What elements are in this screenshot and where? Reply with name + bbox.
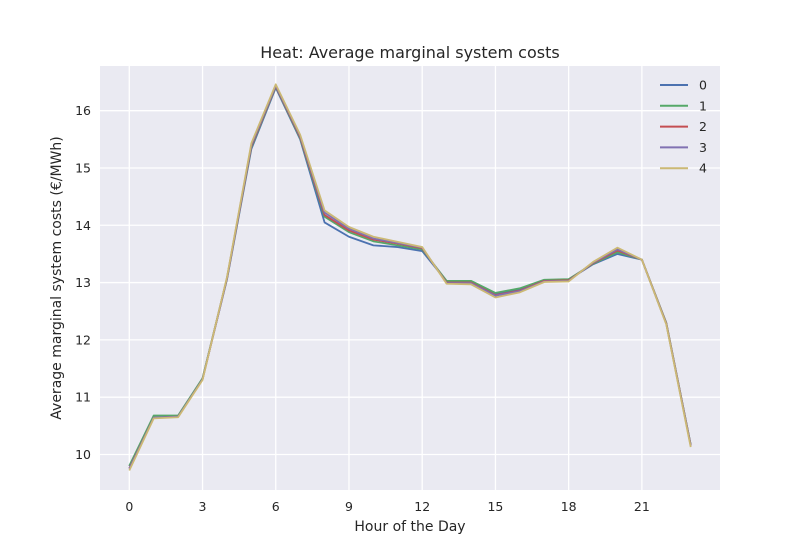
- y-tick-label: 10: [75, 447, 91, 462]
- y-axis-label: Average marginal system costs (€/MWh): [49, 136, 65, 419]
- y-tick-label: 14: [75, 218, 91, 233]
- x-tick-label: 6: [272, 499, 280, 514]
- x-tick-label: 3: [199, 499, 207, 514]
- legend-label-1: 1: [699, 98, 707, 113]
- x-tick-label: 15: [487, 499, 503, 514]
- y-axis-ticks: 10 11 12 13 14 15 16: [75, 103, 91, 462]
- legend-label-3: 3: [699, 140, 707, 155]
- series-line-4: [128, 83, 692, 471]
- grid: [100, 66, 720, 490]
- x-tick-label: 21: [634, 499, 650, 514]
- y-tick-label: 12: [75, 332, 91, 347]
- y-tick-label: 15: [75, 160, 91, 175]
- x-tick-label: 12: [414, 499, 430, 514]
- y-tick-label: 16: [75, 103, 91, 118]
- plot-area: [100, 66, 720, 490]
- legend-label-0: 0: [699, 78, 707, 93]
- x-axis-ticks: 0 3 6 9 12 15 18 21: [125, 499, 650, 514]
- x-tick-label: 0: [125, 499, 133, 514]
- legend: 0 1 2 3 4: [660, 78, 707, 176]
- series-lines: [128, 83, 692, 471]
- x-tick-label: 9: [345, 499, 353, 514]
- x-tick-label: 18: [561, 499, 577, 514]
- chart-title: Heat: Average marginal system costs: [260, 43, 559, 62]
- x-axis-label: Hour of the Day: [354, 519, 465, 535]
- y-tick-label: 13: [75, 275, 91, 290]
- legend-label-4: 4: [699, 161, 707, 176]
- y-tick-label: 11: [75, 390, 91, 405]
- legend-label-2: 2: [699, 119, 707, 134]
